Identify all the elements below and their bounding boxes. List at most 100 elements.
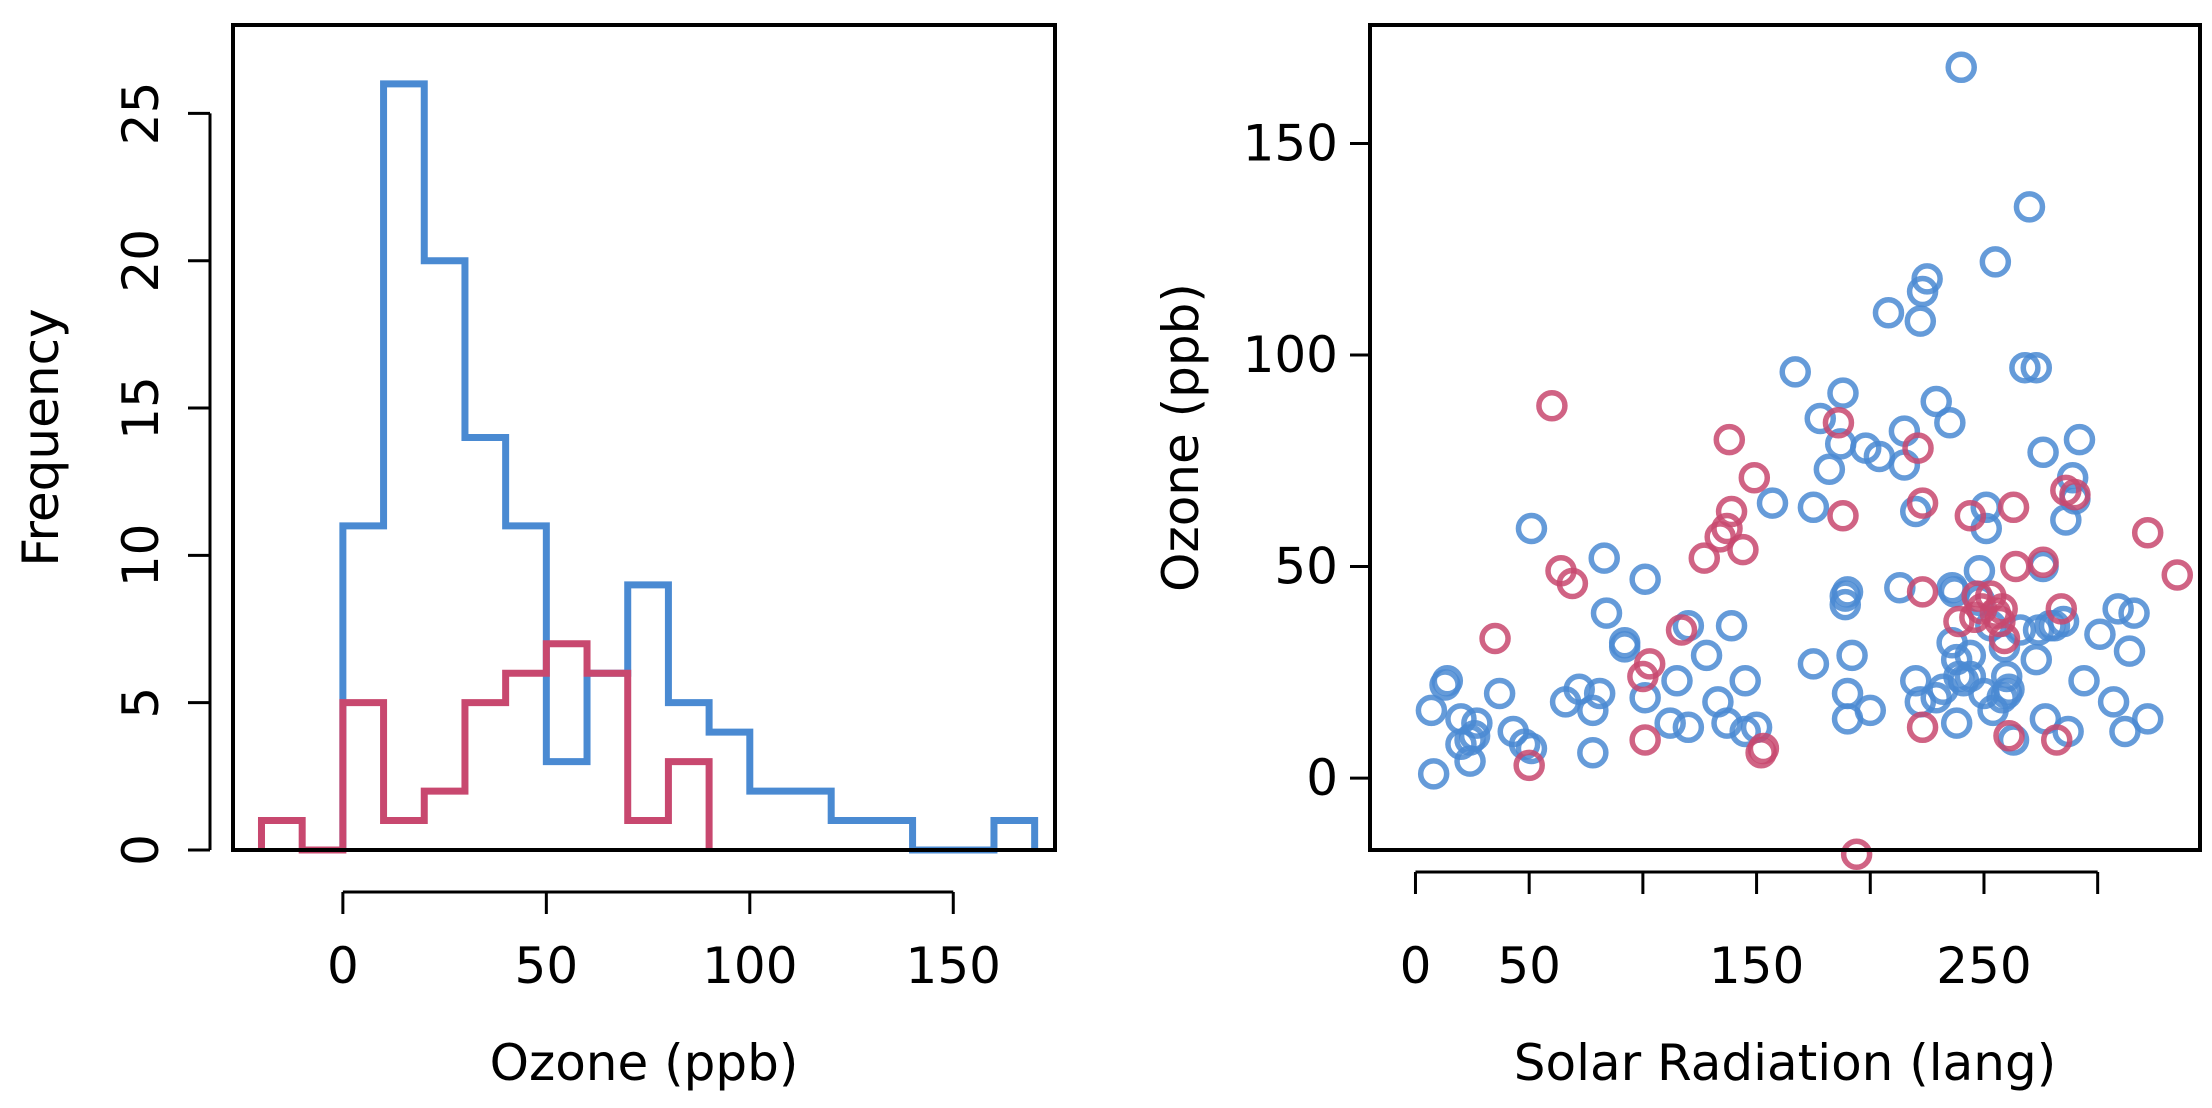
y-axis-title: Frequency: [12, 308, 70, 566]
scatter-point: [2102, 593, 2134, 625]
scatter-point: [1902, 432, 1934, 464]
histogram-panel: 0 50 100 150 Ozone (ppb) 0 5 10 15 20 25 Frequency: [12, 23, 1057, 1092]
y-tick-label: 0: [112, 834, 170, 866]
scatter-point: [1822, 406, 1855, 439]
scatter-point: [1711, 512, 1743, 545]
scatter-point: [2113, 635, 2146, 667]
scatter-point: [1461, 707, 1493, 739]
scatter-point: [1986, 593, 2018, 625]
x-tick-label: 250: [1936, 937, 2031, 995]
scatter-point: [1577, 736, 1609, 769]
scatter-point: [1906, 711, 1939, 744]
x-axis: 0 50 100 150: [327, 890, 1001, 995]
scatter-point: [1997, 724, 2030, 756]
y-tick-label: 10: [112, 524, 170, 588]
scatter-point: [1458, 720, 1491, 752]
y-tick-label: 150: [1243, 114, 1338, 172]
scatter-point: [1797, 648, 1830, 680]
scatter-point: [1813, 453, 1846, 485]
scatter-point: [2059, 478, 2091, 511]
x-axis: 0 50 150 250: [1400, 870, 2100, 995]
scatter-point: [1756, 487, 1789, 519]
scatter-point: [1483, 677, 1516, 710]
scatter-point: [1984, 605, 2016, 638]
scatter-point: [1563, 673, 1595, 705]
scatter-point: [1804, 402, 1836, 435]
scatter-point: [1688, 542, 1721, 574]
scatter-point: [1943, 605, 1975, 638]
scatter-point: [1629, 681, 1661, 714]
scatter-point: [1747, 732, 1780, 765]
scatter-series-2: [1479, 390, 2194, 870]
scatter-point: [1515, 732, 1548, 765]
scatter-point: [2020, 351, 2053, 384]
y-tick-label: 20: [112, 229, 170, 293]
y-tick-label: 15: [112, 376, 170, 440]
scatter-point: [1990, 660, 2023, 693]
scatter-point: [2161, 559, 2194, 591]
y-axis: 0 5 10 15 20 25: [112, 82, 212, 866]
plot-box: [231, 23, 1057, 852]
scatter-point: [1911, 263, 1943, 295]
scatter-point: [2040, 724, 2073, 756]
y-axis-title: Ozone (ppb): [1152, 283, 1210, 592]
scatter-point: [1906, 487, 1939, 519]
scatter-point: [1963, 555, 1996, 587]
scatter-point: [2047, 605, 2080, 638]
scatter-point: [1920, 385, 1952, 418]
scatter-point: [1727, 533, 1759, 566]
x-tick-label: 100: [702, 937, 797, 995]
scatter-point: [2097, 686, 2130, 718]
scatter-point: [1629, 563, 1661, 595]
x-tick-label: 0: [1400, 937, 1432, 995]
scatter-point: [1954, 500, 1987, 532]
y-tick-label: 100: [1243, 326, 1338, 384]
scatter-point: [1997, 491, 2030, 524]
scatter-point: [1417, 758, 1450, 790]
scatter-point: [2131, 516, 2164, 549]
scatter-point: [1836, 639, 1868, 672]
scatter-point: [2020, 643, 2053, 676]
scatter-point: [2084, 618, 2116, 650]
scatter-point: [1713, 423, 1746, 456]
scatter-point: [1654, 707, 1686, 739]
y-tick-label: 50: [1274, 538, 1338, 596]
plot-box: [1368, 23, 2202, 852]
histogram-series-2-outline: [257, 640, 713, 854]
x-tick-label: 50: [515, 937, 579, 995]
y-axis: 0 50 100 150: [1243, 114, 1370, 807]
y-tick-label: 0: [1306, 749, 1338, 807]
scatter-point: [1827, 377, 1859, 409]
scatter-series-1: [1415, 51, 2164, 790]
scatter-point: [1954, 639, 1987, 672]
histogram-series-1-outline: [339, 80, 1039, 854]
x-tick-label: 50: [1497, 937, 1561, 995]
scatter-point: [1454, 724, 1486, 756]
scatter-point: [1588, 542, 1620, 574]
scatter-point: [1577, 694, 1609, 727]
scatter-point: [2045, 593, 2078, 625]
scatter-point: [1993, 673, 2025, 705]
scatter-point: [1629, 724, 1661, 756]
scatter-point: [1513, 749, 1545, 782]
x-tick-label: 150: [1709, 937, 1804, 995]
scatter-point: [1556, 567, 1589, 600]
scatter-point: [1872, 296, 1905, 329]
scatter-point: [1715, 495, 1748, 528]
scatter-point: [1711, 707, 1743, 739]
scatter-point: [1797, 491, 1830, 524]
scatter-point: [1665, 614, 1698, 646]
scatter-point: [2000, 550, 2032, 583]
scatter-point: [1661, 665, 1693, 697]
scatter-point: [2068, 665, 2100, 697]
scatter-panel: 0 50 150 250 Solar Radiation (lang) 0 50 100 150…: [1152, 23, 2202, 1092]
scatter-point: [2109, 715, 2141, 748]
scatter-point: [1729, 665, 1761, 697]
scatter-point: [1993, 720, 2025, 752]
scatter-point: [1590, 597, 1623, 629]
y-tick-label: 25: [112, 82, 170, 146]
scatter-point: [1940, 707, 1973, 739]
scatter-point: [1945, 51, 1977, 84]
scatter-point: [2013, 191, 2046, 223]
